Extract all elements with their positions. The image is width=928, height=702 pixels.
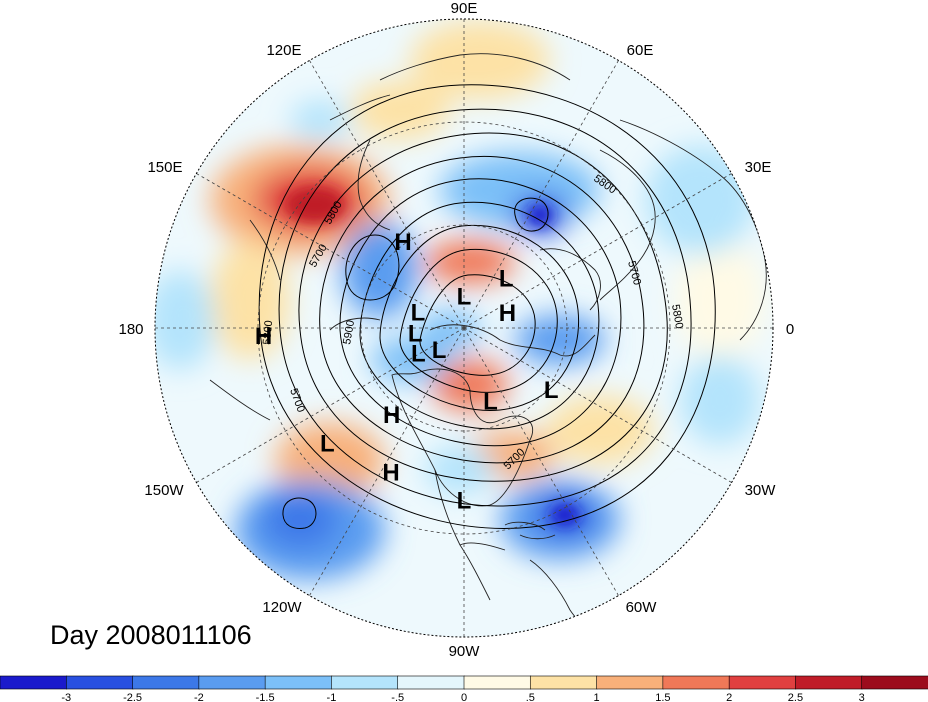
low-pressure-marker: L: [544, 377, 559, 404]
colorbar-tick-label: 2.5: [788, 692, 803, 702]
lon-label-90w: 90W: [449, 643, 481, 660]
high-pressure-marker: H: [382, 459, 399, 486]
contour-label: 5800: [261, 320, 275, 345]
lon-label-180: 180: [118, 321, 143, 338]
colorbar-swatch: [662, 675, 730, 690]
colorbar-swatch: [65, 675, 134, 690]
colorbar-tick-label: 2: [726, 692, 732, 702]
low-pressure-marker: L: [320, 431, 335, 458]
colorbar-swatch: [795, 675, 863, 690]
colorbar-swatch: [861, 675, 928, 690]
low-pressure-marker: L: [457, 487, 472, 514]
colorbar-tick-label: -.5: [391, 692, 404, 702]
colorbar-swatch: [0, 675, 68, 690]
colorbar-tick-label: -3: [61, 692, 71, 702]
longitude-labels: 90E 60E 30E 0 30W 60W 90W 120W 150W 180 …: [118, 0, 794, 660]
low-pressure-marker: L: [411, 340, 426, 367]
colorbar-tick-label: 3: [859, 692, 865, 702]
day-label: Day 2008011106: [50, 620, 252, 650]
colorbar-swatch: [331, 675, 399, 690]
colorbar-swatch: [397, 675, 465, 690]
lon-label-150e: 150E: [147, 159, 182, 176]
low-pressure-marker: L: [499, 266, 514, 293]
colorbar-tick-label: 0: [461, 692, 467, 702]
low-pressure-marker: L: [483, 388, 498, 415]
lon-label-150w: 150W: [144, 482, 184, 499]
low-pressure-marker: L: [432, 337, 447, 364]
colorbar-tick-label: 1: [594, 692, 600, 702]
high-pressure-marker: H: [255, 323, 272, 350]
lon-label-30w: 30W: [745, 482, 777, 499]
low-pressure-marker: L: [457, 284, 472, 311]
graticule: [155, 19, 773, 637]
contour-label: 5800: [669, 303, 685, 329]
map-boundary: [154, 18, 774, 638]
colorbar-tick-label: 1.5: [655, 692, 670, 702]
lon-label-0: 0: [786, 321, 794, 338]
colorbar-tick-label: -1: [327, 692, 337, 702]
colorbar-swatch: [264, 675, 333, 690]
high-pressure-marker: H: [499, 300, 516, 327]
lon-label-120e: 120E: [266, 42, 301, 59]
colorbar-swatch: [463, 675, 532, 690]
colorbar-tick-label: -2.5: [123, 692, 142, 702]
lon-label-90e: 90E: [451, 0, 478, 17]
lon-label-60w: 60W: [626, 599, 658, 616]
high-pressure-marker: H: [383, 402, 400, 429]
colorbar-swatch: [198, 675, 266, 690]
colorbar-tick-label: -1.5: [256, 692, 275, 702]
colorbar-swatch: [132, 675, 200, 690]
low-pressure-marker: L: [411, 299, 426, 326]
lon-label-60e: 60E: [627, 42, 654, 59]
colorbar-tick-label: -2: [194, 692, 204, 702]
colorbar: -3 -2.5 -2 -1.5 -1 -.5 0 .5 1 1.5 2 2.5 3: [0, 675, 928, 702]
height-contours: [258, 84, 716, 529]
low-pressure-marker: L: [408, 320, 423, 347]
colorbar-tick-label: .5: [526, 692, 535, 702]
contour-label: 5900: [341, 319, 357, 345]
colorbar-swatch: [728, 675, 797, 690]
lon-label-120w: 120W: [262, 599, 302, 616]
high-pressure-marker: H: [394, 229, 411, 256]
colorbar-swatch: [596, 675, 664, 690]
lon-label-30e: 30E: [745, 159, 772, 176]
colorbar-swatch: [529, 675, 598, 690]
